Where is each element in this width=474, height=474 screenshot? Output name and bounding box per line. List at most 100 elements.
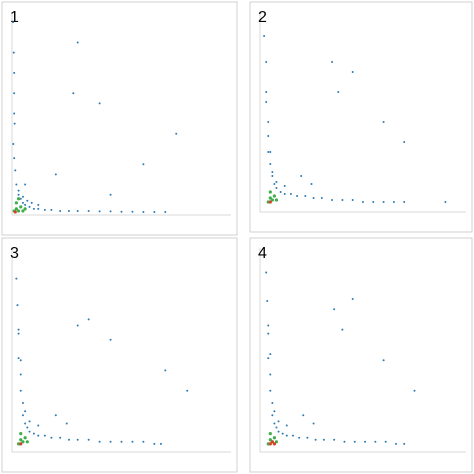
point: [283, 193, 286, 195]
point: [268, 438, 272, 442]
point: [13, 157, 16, 160]
point: [322, 438, 325, 441]
point: [13, 122, 16, 125]
point: [19, 432, 23, 436]
point: [275, 181, 278, 183]
point: [273, 183, 276, 185]
point: [25, 440, 29, 444]
point: [50, 208, 53, 211]
point: [37, 203, 40, 206]
point: [120, 210, 123, 213]
point: [351, 298, 354, 300]
point: [19, 197, 22, 200]
point: [15, 183, 18, 186]
point: [59, 436, 62, 439]
point: [268, 432, 272, 436]
point: [109, 193, 112, 196]
point: [269, 163, 272, 165]
point: [272, 436, 277, 440]
point: [13, 112, 16, 115]
panel-border: [249, 237, 473, 473]
point: [269, 389, 272, 392]
point: [12, 142, 15, 145]
point: [337, 91, 340, 93]
point: [30, 201, 33, 204]
point: [403, 442, 406, 445]
point: [17, 357, 20, 360]
point: [265, 271, 268, 274]
panel-label: 3: [10, 245, 19, 262]
point: [291, 434, 294, 437]
point: [265, 101, 268, 103]
point: [382, 359, 385, 362]
point: [28, 430, 31, 433]
point: [109, 440, 112, 443]
point: [24, 410, 27, 413]
point: [269, 353, 272, 356]
point: [304, 195, 307, 197]
point: [296, 195, 299, 197]
point: [24, 203, 27, 206]
point: [19, 373, 22, 376]
point: [13, 92, 16, 95]
point: [24, 183, 27, 186]
panel-border: [1, 237, 238, 473]
point: [267, 151, 270, 153]
point: [271, 402, 274, 405]
point: [159, 442, 162, 445]
point: [21, 195, 24, 198]
point: [26, 426, 29, 429]
point: [384, 440, 387, 443]
panel-label: 1: [10, 9, 19, 26]
point: [351, 71, 354, 73]
point: [267, 332, 270, 335]
point: [14, 169, 17, 172]
point: [289, 193, 292, 195]
point: [298, 436, 301, 439]
point: [65, 422, 68, 425]
panel-label: 4: [258, 245, 267, 262]
point: [403, 201, 406, 203]
point: [343, 440, 346, 443]
point: [21, 209, 25, 213]
point: [279, 191, 282, 193]
point: [314, 438, 317, 441]
point: [98, 440, 101, 443]
point: [54, 173, 57, 176]
point: [270, 198, 274, 202]
point: [87, 438, 90, 441]
point: [19, 438, 23, 442]
point: [16, 209, 21, 213]
point: [270, 440, 274, 444]
point: [37, 424, 40, 427]
point: [109, 338, 112, 341]
point: [24, 422, 27, 425]
point: [109, 210, 112, 213]
point: [59, 209, 62, 212]
point: [364, 440, 367, 443]
point: [306, 436, 309, 439]
point: [392, 201, 395, 203]
point: [331, 61, 334, 63]
point: [175, 132, 178, 135]
point: [43, 434, 46, 437]
point: [300, 175, 303, 177]
point: [164, 210, 167, 213]
point: [271, 414, 274, 417]
point: [16, 304, 19, 307]
point: [341, 199, 344, 201]
point: [120, 440, 123, 443]
point: [13, 71, 16, 74]
point: [372, 201, 375, 203]
point: [274, 198, 279, 202]
point: [281, 432, 284, 435]
point: [341, 328, 344, 331]
point: [268, 200, 272, 204]
point: [98, 102, 101, 105]
point: [54, 414, 57, 417]
point: [16, 197, 21, 201]
point: [17, 189, 20, 192]
point: [374, 440, 377, 443]
point: [269, 151, 272, 153]
